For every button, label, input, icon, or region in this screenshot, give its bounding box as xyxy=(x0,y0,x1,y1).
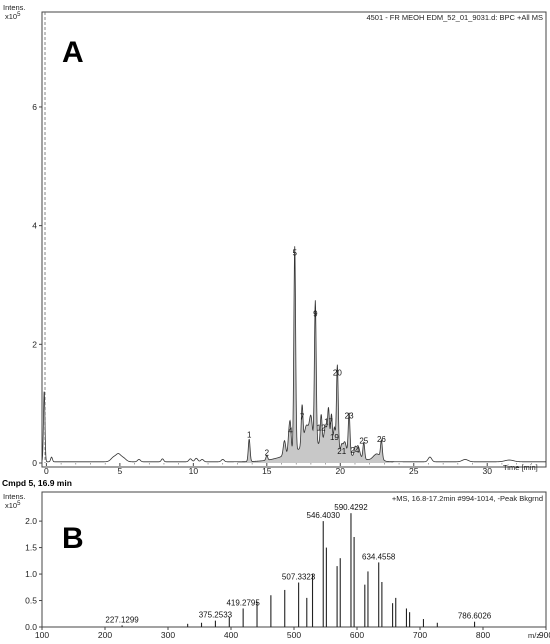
chart-b-peak-label: 634.4558 xyxy=(362,552,396,561)
chart-b-xlabel: m/z xyxy=(528,631,540,640)
chart-b-xtick-label: 800 xyxy=(476,630,490,640)
chart-a-peak-label: 12 xyxy=(317,423,326,432)
chart-a-ylabel: Intens. xyxy=(3,3,26,12)
chart-a-peak-label: 2 xyxy=(265,448,270,457)
chart-b-xtick-label: 300 xyxy=(161,630,175,640)
chart-b-y-axis: 0.0 0.5 1.0 1.5 2.0 xyxy=(25,516,42,632)
chart-a-trace-fill xyxy=(237,246,394,463)
chart-b-yexp: x105 xyxy=(5,501,21,510)
chart-a-peak-label: 23 xyxy=(345,411,354,420)
chart-a-ytick-label: 4 xyxy=(32,221,37,231)
chart-b-title: Cmpd 5, 16.9 min xyxy=(2,478,72,488)
chart-a-header: 4501 - FR MEOH EDM_52_01_9031.d: BPC +Al… xyxy=(366,13,543,22)
panel-b-label: B xyxy=(62,522,84,555)
chart-a-peak-label: 7 xyxy=(300,413,305,422)
chart-a-peak-label: 25 xyxy=(359,436,368,445)
chart-b-xtick-label: 400 xyxy=(224,630,238,640)
chart-a-ytick-label: 6 xyxy=(32,102,37,112)
chart-a-xtick-label: 10 xyxy=(189,466,199,476)
chart-a-peak-label: 26 xyxy=(377,435,386,444)
chart-a-peak-label: 1 xyxy=(247,430,252,439)
chart-a-peak-label: 17 xyxy=(324,417,333,426)
chart-b-ytick-label: 0.0 xyxy=(25,622,37,632)
chart-a-trace xyxy=(41,246,546,463)
chart-b-ylabel: Intens. xyxy=(3,492,26,501)
chart-a-x-axis: 0 5 10 15 20 25 30 xyxy=(44,463,532,476)
chart-a-xtick-label: 15 xyxy=(262,466,272,476)
chart-a-xlabel: Time [min] xyxy=(503,463,538,472)
chart-a-peak-label: 21 xyxy=(337,447,346,456)
chart-a-xtick-label: 0 xyxy=(44,466,49,476)
chart-a-peak-label: 19 xyxy=(330,433,339,442)
chart-a-ytick-label: 0 xyxy=(32,458,37,468)
chart-a-yexp: x105 xyxy=(5,12,21,21)
chart-b-ytick-label: 1.5 xyxy=(25,543,37,553)
chart-a-xtick-label: 5 xyxy=(118,466,123,476)
chart-b-peak-label: 546.4030 xyxy=(307,511,341,520)
panel-a-label: A xyxy=(62,36,84,69)
chart-a-peak-label: 9 xyxy=(313,309,318,318)
chart-b-xtick-label: 500 xyxy=(287,630,301,640)
chart-a-peak-label: 20 xyxy=(333,369,342,378)
chart-b-xtick-label: 100 xyxy=(35,630,49,640)
chart-a-frame xyxy=(41,11,547,468)
chart-b-peak-label: 590.4292 xyxy=(334,503,368,512)
chart-a-peak-label: 24 xyxy=(351,446,360,455)
chart-a-xtick-label: 20 xyxy=(336,466,346,476)
chart-b-peak-label: 227.1299 xyxy=(105,615,139,624)
chart-a-peak-label: 4 xyxy=(288,426,293,435)
chart-b-peak-label: 375.2533 xyxy=(199,611,233,620)
chart-b-ytick-label: 2.0 xyxy=(25,516,37,526)
chart-b-yexp-power: 5 xyxy=(17,501,21,507)
chart-b-yexp-base: x10 xyxy=(5,501,17,510)
chart-b-bars xyxy=(121,513,476,627)
chart-b-header: +MS, 16.8-17.2min #994-1014, -Peak Bkgrn… xyxy=(392,494,543,503)
chart-b-ytick-label: 1.0 xyxy=(25,569,37,579)
chart-b-x-axis: 100 200 300 400 500 600 700 800 900 xyxy=(35,627,550,640)
chart-a-peak-label: 5 xyxy=(293,248,298,257)
chart-a-yexp-power: 5 xyxy=(17,12,21,18)
chart-a-ytick-label: 2 xyxy=(32,339,37,349)
chart-b-xtick-label: 600 xyxy=(350,630,364,640)
chart-b-xtick-label: 700 xyxy=(413,630,427,640)
chart-b-xtick-label: 900 xyxy=(539,630,550,640)
chart-b-peak-label: 507.3323 xyxy=(282,573,316,582)
chart-b-peak-label: 419.2795 xyxy=(226,598,260,607)
chart-b-peak-label: 786.6026 xyxy=(458,612,492,621)
chart-b-ytick-label: 0.5 xyxy=(25,596,37,606)
chart-b-peak-labels: 227.1299 375.2533 419.2795 507.3323 546.4030… xyxy=(105,503,491,624)
chart-a-xtick-label: 25 xyxy=(409,466,419,476)
chart-b-xtick-label: 200 xyxy=(98,630,112,640)
chart-b-frame xyxy=(41,491,547,628)
chart-a-xtick-label: 30 xyxy=(482,466,492,476)
chart-a-y-axis: 0 2 4 6 xyxy=(32,102,42,468)
chart-a-yexp-base: x10 xyxy=(5,12,17,21)
